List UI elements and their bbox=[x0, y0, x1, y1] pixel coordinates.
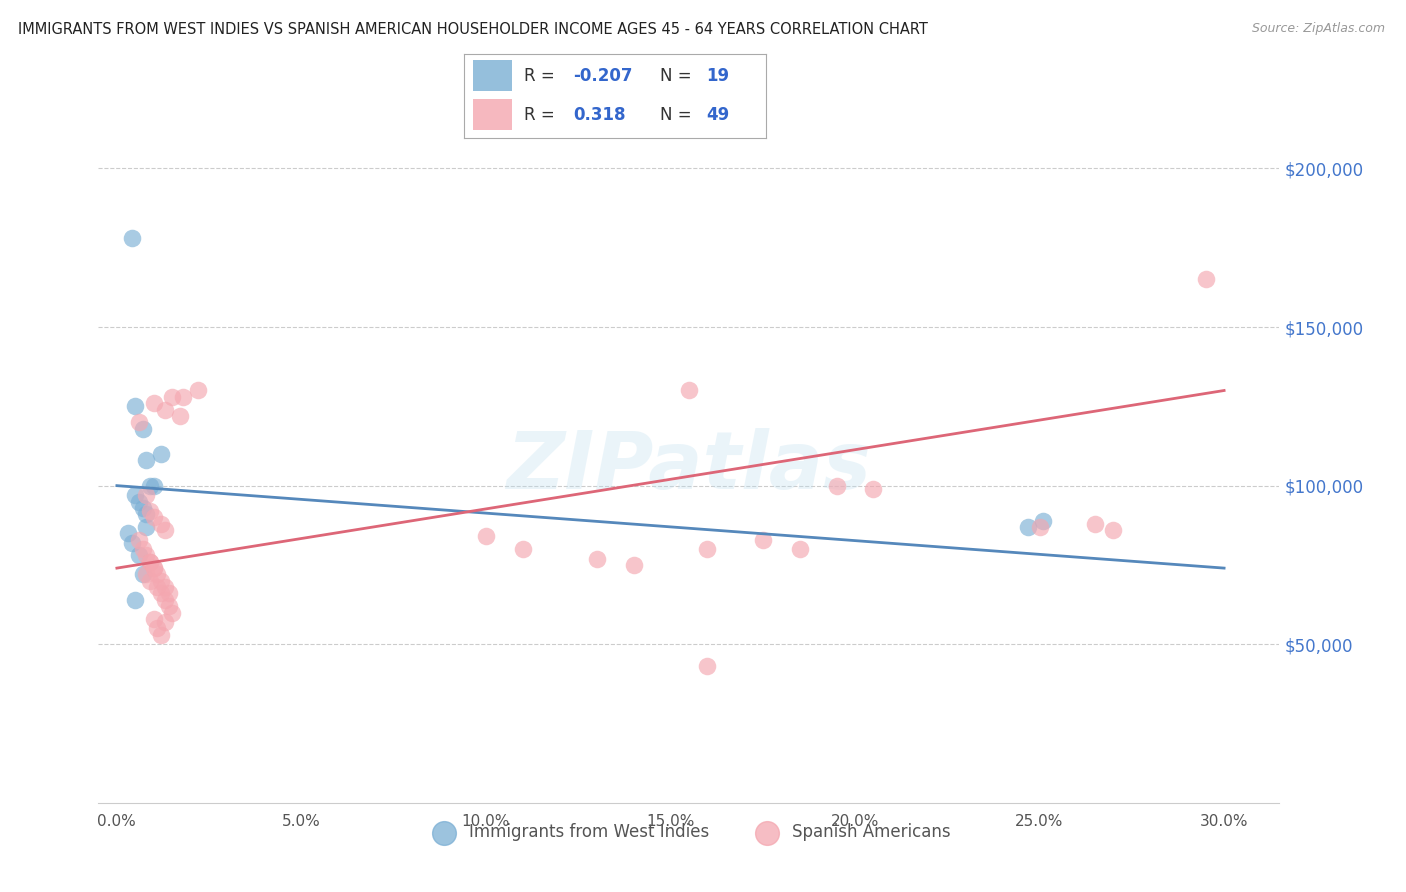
Text: 0.318: 0.318 bbox=[572, 105, 626, 123]
Text: N =: N = bbox=[661, 105, 692, 123]
Point bbox=[128, 533, 150, 547]
Point bbox=[121, 231, 143, 245]
Point bbox=[135, 453, 157, 467]
Point bbox=[475, 529, 498, 543]
Point bbox=[862, 482, 884, 496]
Point bbox=[172, 390, 194, 404]
Point bbox=[142, 561, 165, 575]
Bar bbox=[472, 61, 512, 91]
Point bbox=[162, 606, 183, 620]
Text: 19: 19 bbox=[706, 67, 728, 85]
Point bbox=[135, 549, 157, 563]
Point bbox=[153, 580, 176, 594]
Point bbox=[751, 533, 773, 547]
Point bbox=[135, 507, 157, 521]
Point bbox=[825, 478, 848, 492]
Point bbox=[139, 574, 162, 588]
Point bbox=[139, 504, 162, 518]
Point bbox=[512, 542, 534, 557]
Point bbox=[153, 592, 176, 607]
Point bbox=[1195, 272, 1218, 286]
Point bbox=[623, 558, 645, 572]
Point bbox=[1102, 523, 1125, 537]
Point bbox=[150, 586, 173, 600]
Point bbox=[142, 612, 165, 626]
Point bbox=[132, 567, 155, 582]
Text: IMMIGRANTS FROM WEST INDIES VS SPANISH AMERICAN HOUSEHOLDER INCOME AGES 45 - 64 : IMMIGRANTS FROM WEST INDIES VS SPANISH A… bbox=[18, 22, 928, 37]
Point bbox=[132, 421, 155, 435]
Point bbox=[139, 555, 162, 569]
Point bbox=[1084, 516, 1107, 531]
Point bbox=[187, 384, 209, 398]
Point bbox=[128, 494, 150, 508]
Point bbox=[142, 510, 165, 524]
Point bbox=[169, 409, 191, 423]
Point bbox=[117, 526, 139, 541]
Point bbox=[157, 599, 180, 614]
Point bbox=[153, 523, 176, 537]
Point bbox=[150, 447, 173, 461]
Point bbox=[135, 488, 157, 502]
Text: Source: ZipAtlas.com: Source: ZipAtlas.com bbox=[1251, 22, 1385, 36]
Text: 49: 49 bbox=[706, 105, 730, 123]
Point bbox=[124, 488, 146, 502]
Point bbox=[132, 542, 155, 557]
Point bbox=[139, 478, 162, 492]
Point bbox=[789, 542, 811, 557]
Point bbox=[1032, 514, 1054, 528]
Point bbox=[162, 390, 183, 404]
Text: R =: R = bbox=[524, 105, 555, 123]
Point bbox=[146, 567, 169, 582]
Point bbox=[153, 402, 176, 417]
Legend: Immigrants from West Indies, Spanish Americans: Immigrants from West Indies, Spanish Ame… bbox=[420, 817, 957, 848]
Point bbox=[696, 659, 718, 673]
Point bbox=[1018, 520, 1040, 534]
Point bbox=[678, 384, 700, 398]
Point bbox=[150, 516, 173, 531]
Point bbox=[146, 580, 169, 594]
Point bbox=[128, 415, 150, 429]
Point bbox=[696, 542, 718, 557]
Point bbox=[153, 615, 176, 629]
Point bbox=[150, 574, 173, 588]
Point bbox=[585, 551, 607, 566]
Text: ZIPatlas: ZIPatlas bbox=[506, 428, 872, 507]
Point bbox=[135, 567, 157, 582]
Point bbox=[132, 500, 155, 515]
Bar bbox=[472, 99, 512, 130]
Point bbox=[142, 561, 165, 575]
Point bbox=[1028, 520, 1050, 534]
Point bbox=[128, 549, 150, 563]
Point bbox=[157, 586, 180, 600]
Text: N =: N = bbox=[661, 67, 692, 85]
Point bbox=[146, 621, 169, 635]
Text: R =: R = bbox=[524, 67, 555, 85]
Point bbox=[124, 400, 146, 414]
Point bbox=[139, 555, 162, 569]
Point bbox=[142, 396, 165, 410]
Point bbox=[121, 535, 143, 549]
Point bbox=[135, 520, 157, 534]
Point bbox=[124, 592, 146, 607]
Point bbox=[150, 628, 173, 642]
Point bbox=[142, 478, 165, 492]
Text: -0.207: -0.207 bbox=[572, 67, 633, 85]
